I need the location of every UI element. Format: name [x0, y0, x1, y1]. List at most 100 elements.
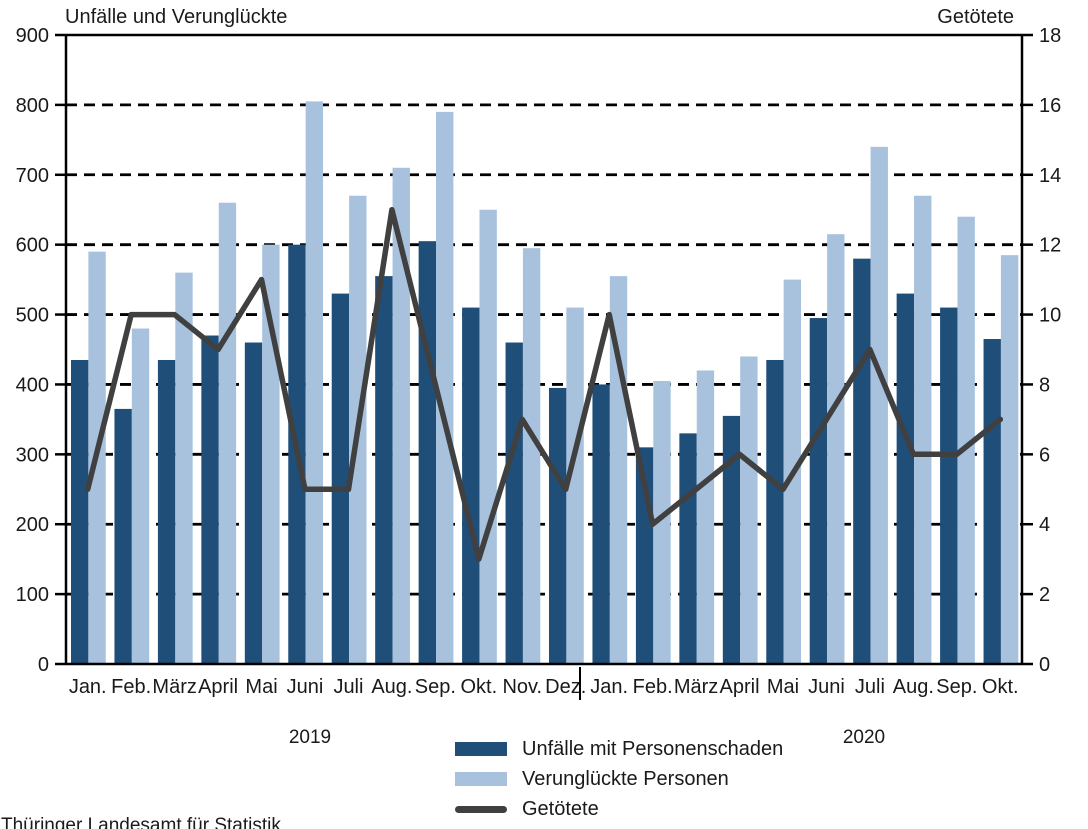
month-labels: Jan. Feb. März April Mai Juni Juli Aug. Sep. Okt.…	[69, 676, 1019, 698]
left-axis-tick-label: 800	[16, 95, 49, 117]
month-label: März	[674, 676, 718, 698]
bar	[766, 359, 784, 664]
bar	[870, 146, 888, 665]
right-axis-tick-label: 0	[1039, 654, 1050, 676]
legend-item-verungleuckte: Verunglückte Personen	[455, 764, 783, 794]
bar	[131, 328, 150, 664]
bar	[505, 342, 523, 664]
left-axis-tick-label: 500	[16, 305, 49, 327]
bar	[896, 293, 915, 664]
legend: Unfälle mit Personenschaden Verunglückte…	[455, 734, 783, 824]
month-label: Sep.	[936, 676, 977, 698]
legend-label-getoetete: Getötete	[522, 797, 599, 820]
right-axis-tick-label: 18	[1039, 25, 1061, 47]
right-axis-tick-label: 10	[1039, 305, 1061, 327]
left-axis-title: Unfälle und Verunglückte	[65, 6, 288, 28]
legend-swatch-unfaelle	[455, 742, 507, 756]
bar	[462, 307, 480, 664]
bar	[375, 276, 393, 664]
right-axis-tick-label: 4	[1039, 514, 1050, 536]
bar	[201, 335, 219, 664]
bar	[418, 241, 437, 664]
month-label: Mai	[767, 676, 799, 698]
legend-item-getoetete: Getötete	[455, 794, 783, 824]
bar	[244, 342, 263, 664]
bar	[809, 318, 828, 664]
legend-item-unfaelle: Unfälle mit Personenschaden	[455, 734, 783, 764]
right-axis-tick-label: 8	[1039, 374, 1050, 396]
bar	[392, 167, 410, 665]
month-label: Jan.	[590, 676, 628, 698]
line-getoetete	[84, 206, 1004, 562]
bar	[696, 370, 715, 664]
right-axis-title: Getötete	[937, 6, 1014, 28]
axes	[55, 33, 1033, 666]
month-label: Sep.	[415, 676, 456, 698]
bar	[522, 248, 541, 664]
month-label: Feb.	[633, 676, 673, 698]
bar	[592, 384, 610, 664]
bar	[957, 216, 975, 664]
right-axis-tick-label: 14	[1039, 165, 1061, 187]
bar	[70, 359, 89, 664]
bar	[157, 359, 176, 664]
month-label: Nov.	[502, 676, 542, 698]
month-label: Okt.	[982, 676, 1019, 698]
month-label: Juni	[287, 676, 324, 698]
month-label: April	[720, 676, 760, 698]
bar-series-1	[88, 101, 1019, 665]
bar	[1000, 255, 1019, 664]
bar	[436, 111, 454, 664]
bar	[722, 415, 741, 664]
bar	[305, 101, 324, 664]
bar	[679, 433, 697, 664]
legend-label-unfaelle: Unfälle mit Personenschaden	[522, 737, 784, 760]
month-label: Juni	[808, 676, 845, 698]
bar	[218, 202, 237, 664]
bar	[853, 258, 871, 664]
month-label: März	[152, 676, 196, 698]
month-label: Okt.	[460, 676, 497, 698]
month-label: Aug.	[893, 676, 934, 698]
right-axis-tick-label: 2	[1039, 584, 1050, 606]
month-label: Juli	[333, 676, 363, 698]
year-label-2019: 2019	[288, 727, 332, 748]
right-axis-tick-label: 6	[1039, 444, 1050, 466]
legend-swatch-verungleuckte	[455, 772, 507, 786]
bar	[740, 356, 758, 664]
month-label: April	[198, 676, 238, 698]
left-axis-tick-label: 300	[16, 444, 49, 466]
left-axis-tick-label: 400	[16, 374, 49, 396]
month-label: Mai	[245, 676, 277, 698]
left-axis-tick-label: 900	[16, 25, 49, 47]
right-axis-tick-label: 12	[1039, 235, 1061, 257]
month-label: Aug.	[371, 676, 412, 698]
bar	[114, 408, 132, 664]
bar	[940, 307, 958, 664]
bar	[548, 387, 567, 664]
month-label: Feb.	[111, 676, 151, 698]
legend-label-verungleuckte: Verunglückte Personen	[522, 767, 729, 790]
bar	[566, 307, 584, 664]
month-label: Juli	[855, 676, 885, 698]
bar	[827, 234, 845, 664]
month-label: Jan.	[69, 676, 107, 698]
source-footer: Thüringer Landesamt für Statistik	[1, 815, 281, 829]
legend-swatch-getoetete	[455, 805, 507, 813]
bar	[914, 195, 932, 664]
month-label: Dez.	[545, 676, 586, 698]
bar	[479, 209, 497, 664]
left-axis-tick-label: 200	[16, 514, 49, 536]
left-axis-tick-label: 600	[16, 235, 49, 257]
bar-series-0	[70, 241, 1001, 664]
bar	[331, 293, 350, 664]
right-axis-tick-label: 16	[1039, 95, 1061, 117]
left-axis-tick-label: 100	[16, 584, 49, 606]
left-axis-tick-label: 0	[38, 654, 49, 676]
bar	[983, 339, 1001, 664]
axis-tick-labels: 0 100 200 300 400 500 600 700 800 900 0 2 4 6 8 10 12 14 1…	[16, 25, 1062, 676]
bar	[653, 380, 671, 664]
year-label-2020: 2020	[842, 727, 886, 748]
